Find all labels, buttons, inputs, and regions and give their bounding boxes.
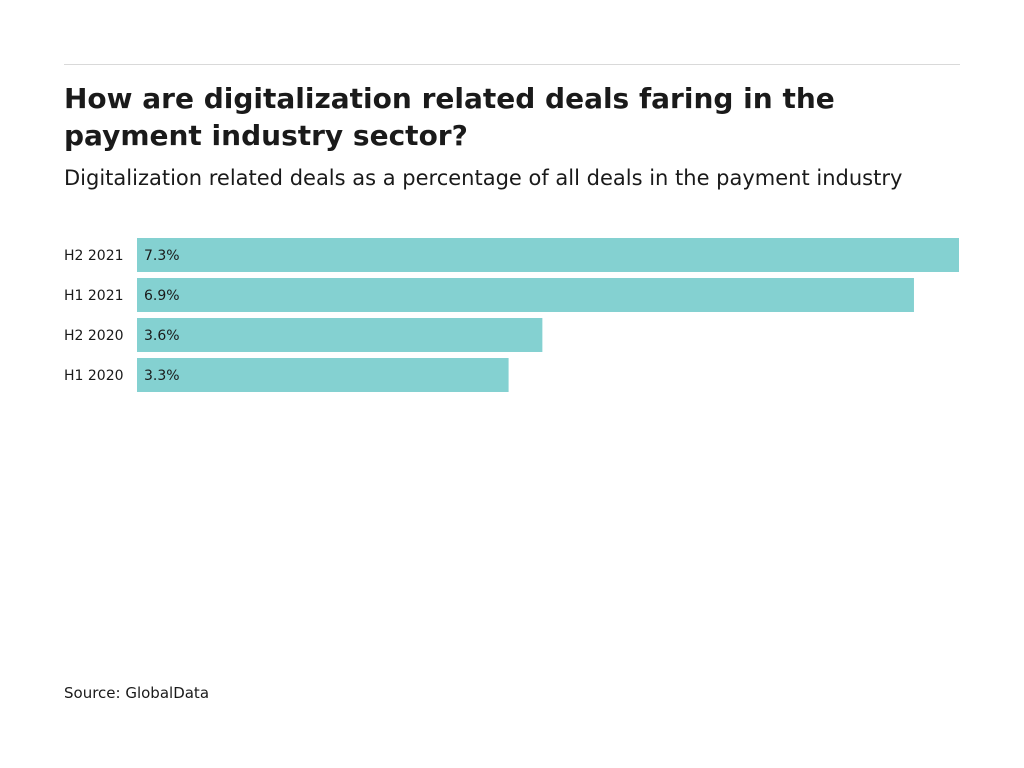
chart-subtitle: Digitalization related deals as a percen… [64,166,903,190]
category-label: H1 2021 [64,288,124,304]
category-label: H1 2020 [64,368,124,384]
value-label: 7.3% [144,248,180,264]
category-label: H2 2020 [64,328,124,344]
bar-h2-2020 [137,318,543,352]
top-divider [64,64,960,65]
bar-h2-2021 [137,238,959,272]
bar-h1-2020 [137,358,509,392]
value-label: 3.6% [144,328,180,344]
chart-title: How are digitalization related deals far… [64,82,835,152]
category-label: H2 2021 [64,248,124,264]
bar-h1-2021 [137,278,914,312]
value-label: 3.3% [144,368,180,384]
source-note: Source: GlobalData [64,684,210,702]
value-label: 6.9% [144,288,180,304]
